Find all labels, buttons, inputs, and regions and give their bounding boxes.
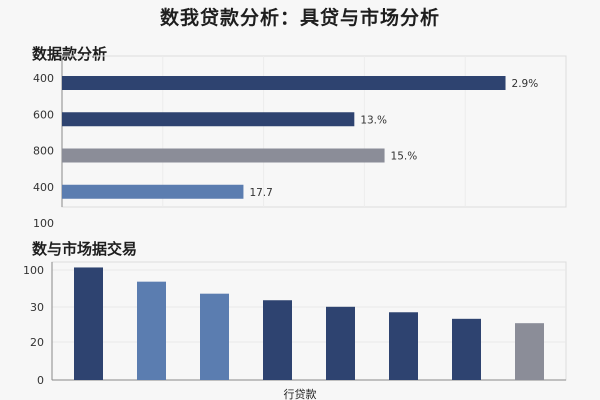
bottom-bar bbox=[515, 323, 544, 380]
bottom-tick-label: 100 bbox=[23, 264, 44, 277]
top-bar bbox=[62, 184, 244, 199]
top-tick-label: 400 bbox=[33, 181, 54, 194]
bottom-tick-label: 0 bbox=[37, 374, 44, 387]
top-bar bbox=[62, 76, 506, 90]
top-tick-label: 400 bbox=[33, 72, 54, 85]
bottom-bar bbox=[263, 300, 292, 380]
bottom-bar bbox=[137, 281, 166, 380]
top-data-label: 2.9% bbox=[512, 78, 539, 90]
bottom-bar bbox=[326, 306, 355, 380]
top-bar bbox=[62, 148, 385, 163]
bottom-tick-label: 20 bbox=[30, 336, 44, 349]
bottom-x-axis-label: 行贷款 bbox=[284, 387, 317, 400]
bottom-bar bbox=[389, 312, 418, 380]
top-chart-title: 数据款分析 bbox=[32, 45, 108, 63]
top-data-label: 15.% bbox=[391, 151, 418, 163]
top-bar bbox=[62, 112, 355, 127]
top-data-label: 13.% bbox=[360, 114, 387, 126]
bottom-tick-label: 30 bbox=[30, 301, 44, 314]
bottom-bar bbox=[452, 318, 481, 380]
bottom-bar bbox=[200, 293, 229, 380]
top-tick-label: 800 bbox=[33, 145, 54, 158]
top-tick-label: 100 bbox=[33, 217, 54, 230]
bottom-plot-frame bbox=[51, 261, 567, 381]
top-data-label: 17.7 bbox=[249, 187, 272, 199]
bottom-bar bbox=[74, 267, 103, 380]
bottom-chart-title: 数与市场据交易 bbox=[32, 240, 138, 258]
top-tick-label: 600 bbox=[33, 108, 54, 121]
page-title: 数我贷款分析：具贷与市场分析 bbox=[159, 7, 440, 29]
